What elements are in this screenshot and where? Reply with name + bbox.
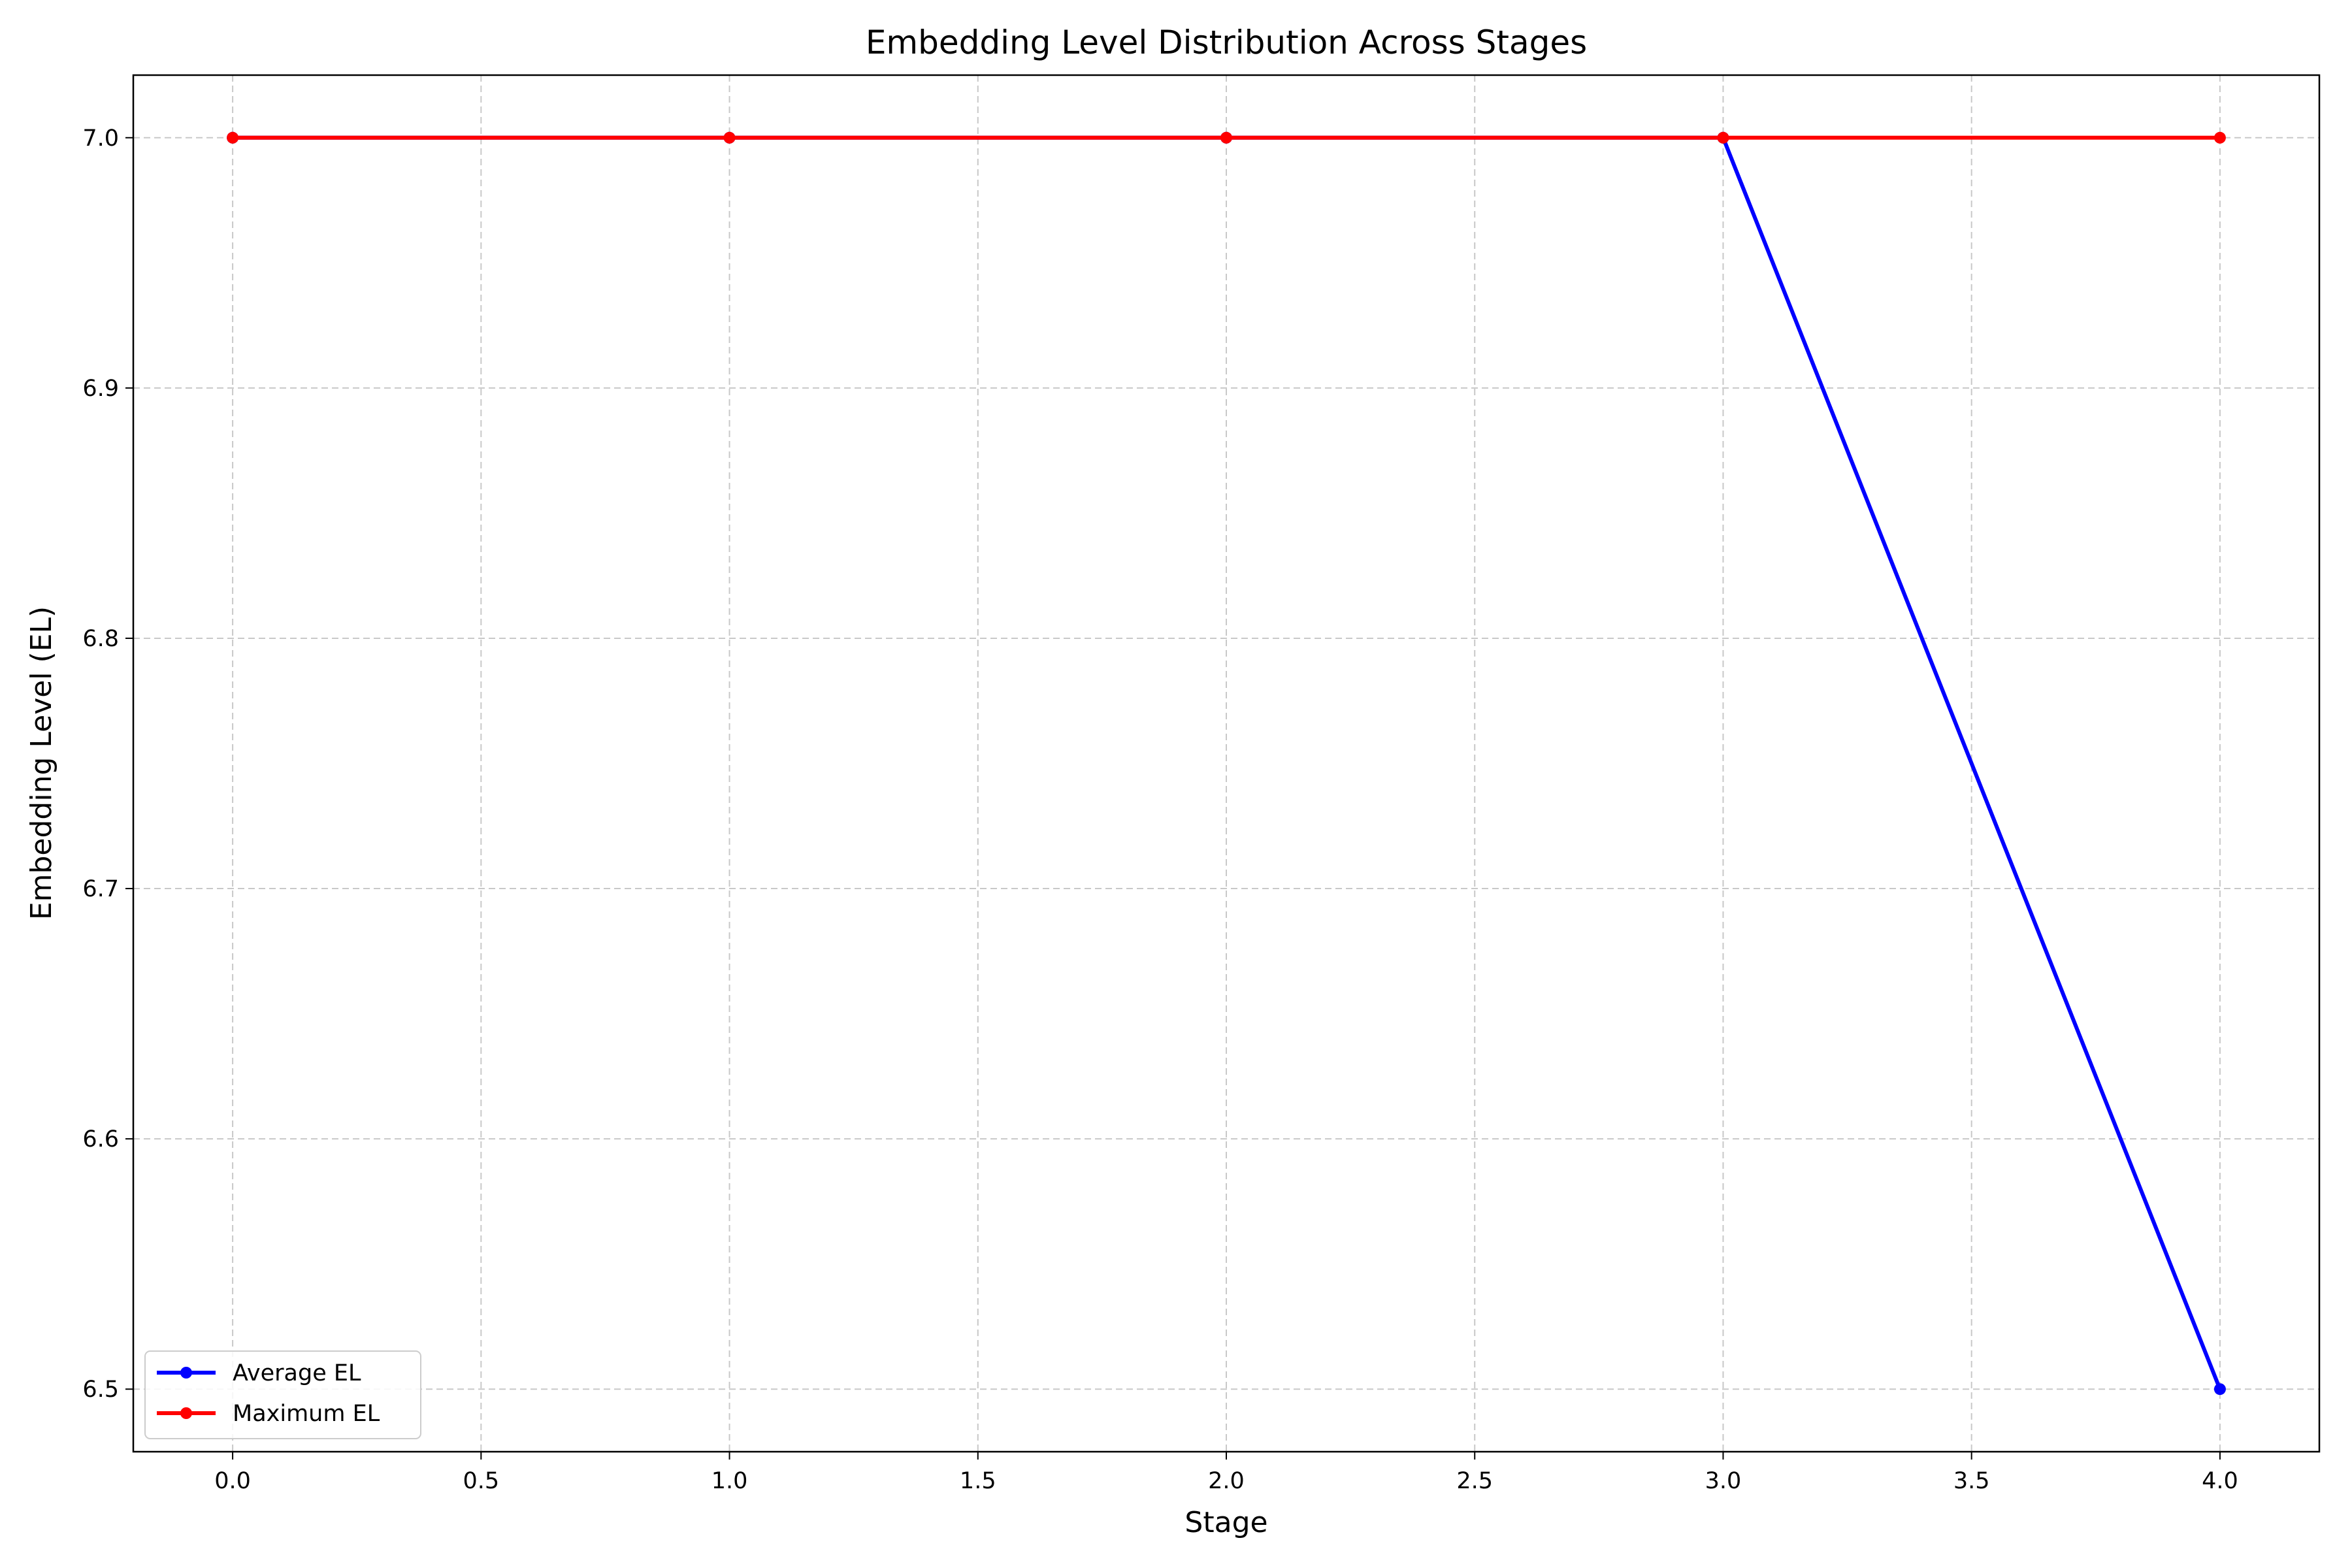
legend: Average EL Maximum EL [144, 1350, 421, 1439]
x-tick-label: 3.0 [1705, 1468, 1742, 1494]
x-tick-label: 2.5 [1456, 1468, 1493, 1494]
x-axis-ticks: 0.0 0.5 1.0 1.5 2.0 2.5 3.0 3.5 4.0 [214, 1452, 2238, 1494]
legend-item: Maximum EL [157, 1401, 380, 1427]
data-point [227, 131, 239, 144]
y-axis-label: Embedding Level (EL) [25, 606, 58, 920]
legend-item: Average EL [157, 1360, 361, 1386]
chart-title: Embedding Level Distribution Across Stag… [866, 24, 1587, 61]
x-tick-label: 1.0 [711, 1468, 748, 1494]
y-tick-label: 6.7 [82, 876, 119, 902]
y-tick-label: 6.6 [82, 1126, 119, 1152]
legend-label: Average EL [233, 1360, 361, 1386]
series-maximum-el [227, 131, 2226, 144]
y-tick-label: 6.5 [82, 1377, 119, 1403]
x-tick-label: 0.5 [463, 1468, 499, 1494]
data-point [1220, 131, 1232, 144]
y-axis-ticks: 6.5 6.6 6.7 6.8 6.9 7.0 [82, 125, 133, 1403]
data-point [1717, 131, 1729, 144]
y-tick-label: 6.8 [82, 626, 119, 652]
legend-marker [180, 1367, 192, 1379]
y-tick-label: 7.0 [82, 125, 119, 152]
data-point [2213, 1383, 2226, 1396]
y-tick-label: 6.9 [82, 376, 119, 402]
x-tick-label: 2.0 [1208, 1468, 1245, 1494]
x-axis-label: Stage [1184, 1506, 1267, 1539]
x-tick-label: 0.0 [214, 1468, 251, 1494]
legend-marker [180, 1407, 192, 1419]
series-layer [227, 131, 2226, 1396]
data-point [723, 131, 736, 144]
data-point [2213, 131, 2226, 144]
legend-label: Maximum EL [233, 1401, 380, 1427]
x-tick-label: 1.5 [960, 1468, 996, 1494]
x-tick-label: 4.0 [2202, 1468, 2238, 1494]
x-tick-label: 3.5 [1953, 1468, 1990, 1494]
